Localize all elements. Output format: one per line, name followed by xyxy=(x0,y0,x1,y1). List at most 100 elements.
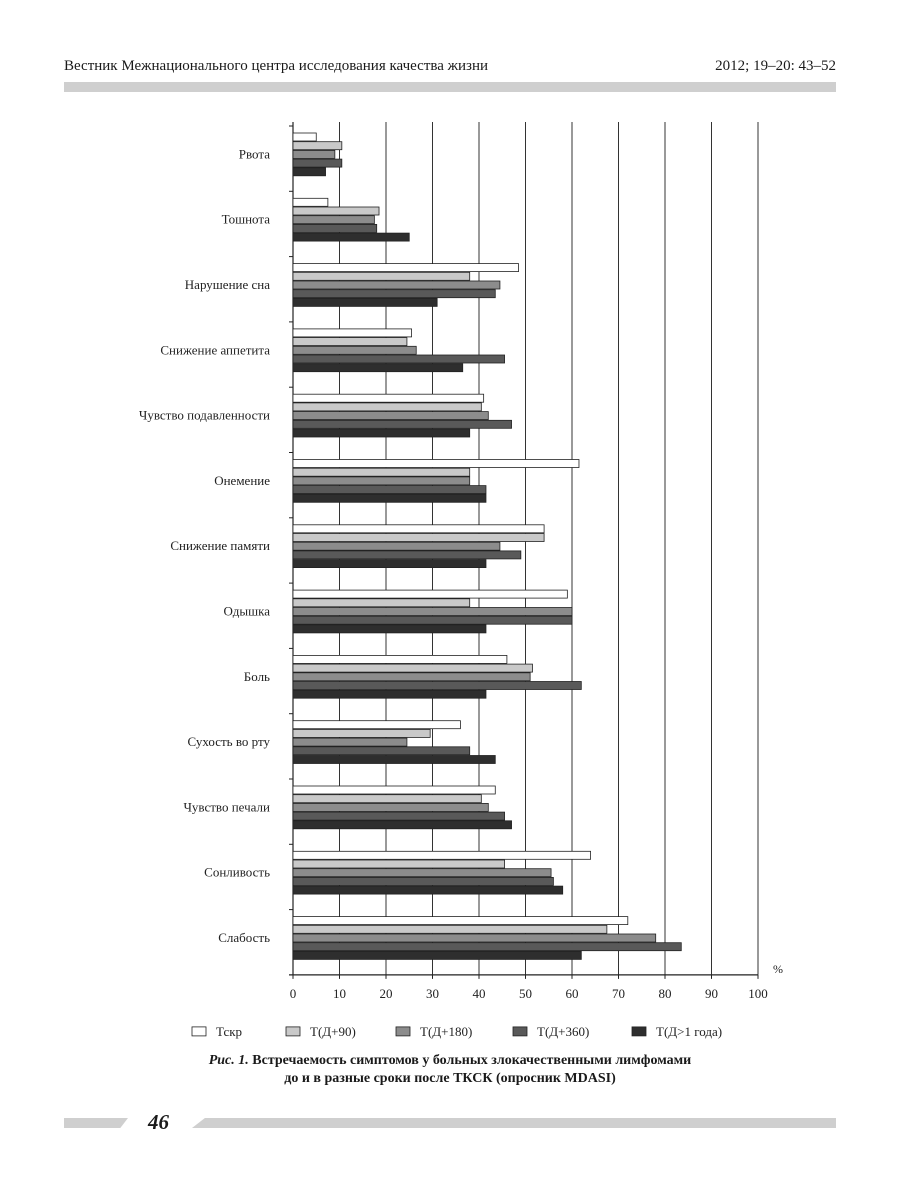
bar xyxy=(292,663,533,673)
footer-rule-right xyxy=(192,1118,836,1128)
page-number: 46 xyxy=(148,1110,169,1134)
bar xyxy=(292,868,552,878)
bar xyxy=(292,720,461,730)
issue-info: 2012; 19–20: 43–52 xyxy=(715,58,836,74)
category-label: Нарушение сна xyxy=(185,277,270,292)
legend-swatch xyxy=(631,1026,647,1037)
x-tick-label: 70 xyxy=(612,986,625,1001)
bar xyxy=(292,363,464,373)
bar xyxy=(292,785,496,795)
legend-swatch xyxy=(395,1026,411,1037)
figure-label: Рис. 1. xyxy=(208,1053,249,1068)
category-label: Боль xyxy=(244,669,270,684)
bar xyxy=(292,354,505,364)
bar xyxy=(292,589,568,599)
bar xyxy=(292,607,573,616)
bar xyxy=(292,206,380,216)
bar xyxy=(292,476,471,486)
journal-title: Вестник Межнационального центра исследов… xyxy=(64,58,489,74)
bar xyxy=(292,689,487,699)
category-label: Сонливость xyxy=(204,865,270,880)
x-tick-label: 80 xyxy=(659,986,672,1001)
legend-swatch xyxy=(285,1026,301,1037)
category-label: Чувство печали xyxy=(183,799,270,814)
legend-swatch xyxy=(512,1026,528,1037)
bar xyxy=(292,811,505,821)
category-label: Тошнота xyxy=(222,212,271,227)
bar xyxy=(292,524,545,534)
bar xyxy=(292,916,629,925)
bar xyxy=(292,328,412,338)
legend-label: Т(Д>1 года) xyxy=(656,1024,722,1039)
bar xyxy=(292,467,471,477)
bar xyxy=(292,850,592,860)
bar xyxy=(292,215,375,225)
bar xyxy=(292,942,682,952)
bar xyxy=(292,859,505,869)
figure-caption: Рис. 1. Встречаемость симптомов у больны… xyxy=(0,1052,900,1088)
caption-text-1: Встречаемость симптомов у больных злокач… xyxy=(252,1053,692,1068)
x-tick-label: 30 xyxy=(426,986,439,1001)
bar xyxy=(292,428,471,438)
bar xyxy=(292,803,489,812)
bar xyxy=(292,232,410,242)
bar xyxy=(292,141,343,151)
bar xyxy=(292,559,487,569)
category-label: Чувство подавленности xyxy=(139,408,270,423)
bar xyxy=(292,345,417,355)
x-tick-label: 20 xyxy=(380,986,393,1001)
category-label: Снижение аппетита xyxy=(160,342,270,357)
bar xyxy=(292,624,487,634)
x-tick-label: 100 xyxy=(748,986,768,1001)
bar xyxy=(292,150,336,159)
bar xyxy=(292,794,482,804)
x-unit-label: % xyxy=(773,962,783,976)
x-tick-label: 10 xyxy=(333,986,346,1001)
bar xyxy=(292,533,545,542)
bar xyxy=(292,729,431,738)
bar xyxy=(292,924,608,934)
bar xyxy=(292,681,582,690)
header-rule xyxy=(64,82,836,92)
legend-label: Тскр xyxy=(216,1024,242,1039)
bar xyxy=(292,289,496,299)
caption-line-1: Рис. 1. Встречаемость симптомов у больны… xyxy=(0,1052,900,1070)
bar xyxy=(292,493,487,503)
x-tick-label: 60 xyxy=(566,986,579,1001)
bar xyxy=(292,271,471,281)
bar xyxy=(292,885,564,895)
bar xyxy=(292,337,408,347)
legend-label: Т(Д+90) xyxy=(310,1024,356,1039)
legend-label: Т(Д+360) xyxy=(537,1024,589,1039)
bar xyxy=(292,598,471,608)
bar xyxy=(292,877,554,886)
bar xyxy=(292,951,582,960)
symptom-bar-chart: Рвота Тошнота Нарушение сна Снижение аппети… xyxy=(139,122,783,1039)
category-label: Слабость xyxy=(218,930,270,945)
bar xyxy=(292,197,329,207)
bar xyxy=(292,297,438,307)
category-label: Одышка xyxy=(224,604,271,619)
bar xyxy=(292,419,512,429)
bar xyxy=(292,755,496,764)
running-head: Вестник Межнационального центра исследов… xyxy=(64,58,836,78)
x-tick-label: 0 xyxy=(290,986,297,1001)
bar xyxy=(292,402,482,412)
bar xyxy=(292,550,522,560)
bar xyxy=(292,820,512,830)
bar xyxy=(292,224,378,233)
bar xyxy=(292,263,519,273)
bar xyxy=(292,485,487,495)
bar xyxy=(292,541,501,551)
category-label: Снижение памяти xyxy=(170,538,270,553)
category-label: Сухость во рту xyxy=(188,734,271,749)
caption-line-2: до и в разные сроки после ТКСК (опросник… xyxy=(284,1071,616,1086)
bar xyxy=(292,737,408,747)
bar xyxy=(292,280,501,290)
bar xyxy=(292,411,489,421)
x-tick-label: 50 xyxy=(519,986,532,1001)
bar xyxy=(292,933,657,943)
bar xyxy=(292,672,531,682)
category-label: Онемение xyxy=(214,473,270,488)
legend-swatch xyxy=(191,1026,207,1037)
